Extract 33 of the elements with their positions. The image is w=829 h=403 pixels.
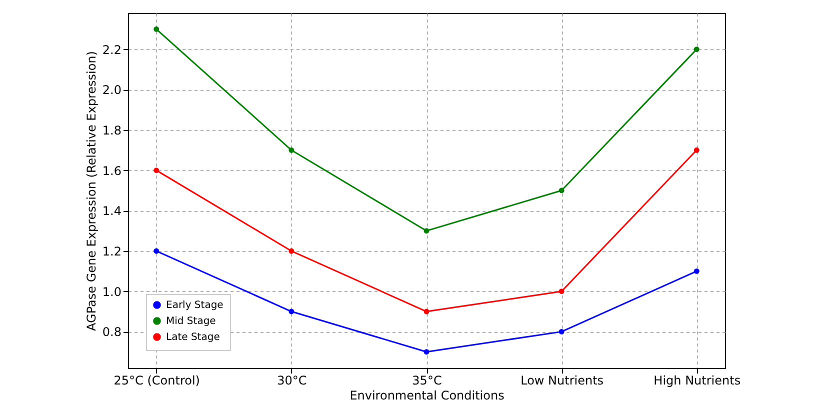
point	[424, 308, 430, 314]
point	[288, 308, 294, 314]
point	[558, 288, 564, 294]
y-tick-label: 1.8	[102, 123, 122, 138]
x-tick-label: High Nutrients	[654, 374, 741, 388]
y-tick-label: 1.0	[102, 284, 122, 299]
y-tick-label: 1.2	[102, 244, 122, 259]
point	[288, 147, 294, 153]
legend-label: Mid Stage	[166, 316, 216, 327]
x-tick-label: 30°C	[277, 374, 307, 388]
point	[424, 228, 430, 234]
x-tick-label: Low Nutrients	[520, 374, 604, 388]
y-tick-label: 1.6	[102, 164, 122, 178]
point	[424, 349, 430, 355]
y-tick-label: 2.0	[102, 83, 122, 98]
point	[154, 168, 160, 174]
x-axis-title: Environmental Conditions	[350, 388, 504, 402]
y-tick-label: 2.2	[102, 42, 122, 57]
point	[694, 46, 700, 52]
point	[558, 328, 564, 334]
x-tick-label: 35°C	[412, 374, 442, 388]
point	[154, 26, 160, 32]
point	[288, 248, 294, 254]
point	[694, 147, 700, 153]
legend-label: Early Stage	[166, 300, 224, 311]
legend-label: Late Stage	[166, 332, 220, 343]
point	[154, 248, 160, 254]
y-tick-label: 1.4	[102, 204, 122, 218]
x-tick-label: 25°C (Control)	[114, 374, 200, 388]
point	[558, 188, 564, 194]
y-axis-title: AGPase Gene Expression (Relative Expression)	[84, 51, 98, 331]
y-tick-label: 0.8	[102, 325, 122, 340]
point	[694, 268, 700, 274]
